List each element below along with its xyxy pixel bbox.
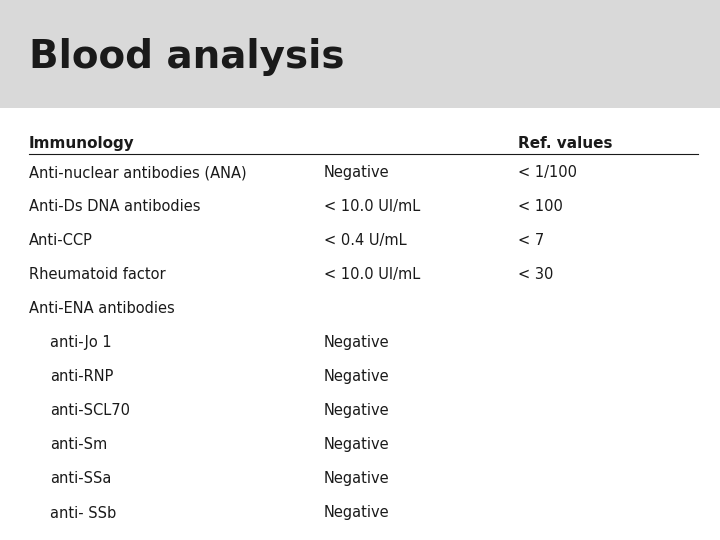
Text: Anti-nuclear antibodies (ANA): Anti-nuclear antibodies (ANA) (29, 165, 246, 180)
Text: Negative: Negative (324, 403, 390, 418)
Text: Anti-Ds DNA antibodies: Anti-Ds DNA antibodies (29, 199, 200, 214)
Text: Anti-CCP: Anti-CCP (29, 233, 93, 248)
Text: < 10.0 UI/mL: < 10.0 UI/mL (324, 199, 420, 214)
Text: Negative: Negative (324, 335, 390, 350)
Text: Negative: Negative (324, 505, 390, 521)
Text: < 7: < 7 (518, 233, 544, 248)
Text: Negative: Negative (324, 437, 390, 453)
Text: < 100: < 100 (518, 199, 563, 214)
Text: Negative: Negative (324, 471, 390, 487)
Text: anti-Sm: anti-Sm (50, 437, 108, 453)
Text: Ref. values: Ref. values (518, 136, 613, 151)
Text: anti-SCL70: anti-SCL70 (50, 403, 130, 418)
Text: < 1/100: < 1/100 (518, 165, 577, 180)
Text: Anti-ENA antibodies: Anti-ENA antibodies (29, 301, 174, 316)
Text: anti-SSa: anti-SSa (50, 471, 112, 487)
Text: Negative: Negative (324, 165, 390, 180)
FancyBboxPatch shape (0, 0, 720, 108)
Text: < 10.0 UI/mL: < 10.0 UI/mL (324, 267, 420, 282)
Text: anti- SSb: anti- SSb (50, 505, 117, 521)
Text: Negative: Negative (324, 369, 390, 384)
Text: Rheumatoid factor: Rheumatoid factor (29, 267, 166, 282)
Text: < 0.4 U/mL: < 0.4 U/mL (324, 233, 407, 248)
Text: < 30: < 30 (518, 267, 554, 282)
Text: Blood analysis: Blood analysis (29, 38, 344, 76)
Text: anti-Jo 1: anti-Jo 1 (50, 335, 112, 350)
Text: Immunology: Immunology (29, 136, 135, 151)
Text: anti-RNP: anti-RNP (50, 369, 114, 384)
